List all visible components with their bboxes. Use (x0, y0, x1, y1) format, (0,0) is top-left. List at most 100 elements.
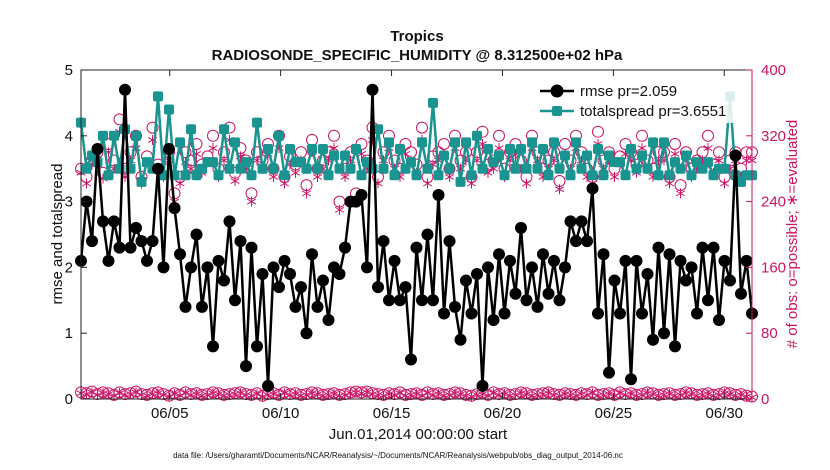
obs-evaluated-marker (147, 389, 158, 400)
totalspread-point (571, 137, 581, 148)
totalspread-point (81, 163, 92, 174)
obs-evaluated-marker (516, 388, 526, 399)
rmse-point (108, 215, 120, 228)
totalspread-point (312, 163, 323, 174)
obs-evaluated-marker (521, 389, 532, 400)
rmse-point (443, 235, 456, 248)
obs-evaluated-marker (257, 391, 268, 402)
rmse-point (559, 261, 571, 274)
totalspread-point (345, 163, 356, 174)
legend-rmse-label: rmse pr=2.059 (580, 83, 677, 100)
rmse-point (339, 241, 351, 254)
rmse-point (581, 235, 593, 248)
totalspread-point (389, 170, 400, 181)
rmse-point (399, 281, 412, 294)
obs-evaluated-marker (648, 389, 658, 400)
totalspread-point (257, 163, 268, 174)
rmse-point (685, 261, 698, 274)
totalspread-point (180, 170, 191, 181)
rmse-point (119, 83, 131, 96)
obs-evaluated-marker (191, 389, 202, 400)
obs-evaluated-marker (472, 389, 482, 400)
obs-evaluated-marker (395, 388, 405, 399)
rmse-point (410, 241, 423, 254)
rmse-point (317, 274, 329, 287)
totalspread-point (246, 170, 257, 181)
obs-evaluated-marker (659, 389, 669, 400)
rmse-point (366, 83, 379, 96)
totalspread-point (323, 170, 334, 181)
rmse-point (174, 248, 186, 261)
totalspread-point (598, 170, 609, 181)
obs-evaluated-marker (428, 389, 438, 400)
totalspread-point (373, 124, 383, 135)
rmse-point (465, 307, 478, 320)
obs-evaluated-marker (664, 389, 675, 400)
rmse-point (207, 340, 219, 353)
obs-evaluated-marker (268, 389, 279, 400)
totalspread-point (505, 143, 515, 154)
rmse-point (427, 294, 439, 307)
obs-evaluated-marker (230, 389, 240, 400)
rmse-point (416, 294, 428, 307)
totalspread-point (136, 176, 147, 187)
rmse-point (531, 300, 544, 313)
rmse-point (729, 149, 742, 162)
rmse-point (229, 294, 241, 307)
obs-evaluated-marker (285, 389, 295, 400)
rmse-point (284, 267, 296, 280)
totalspread-point (334, 163, 345, 174)
totalspread-point (252, 117, 262, 128)
rmse-point (680, 274, 692, 287)
obs-evaluated-marker (741, 391, 752, 402)
rmse-point (713, 314, 725, 327)
obs-evaluated-marker (406, 389, 416, 400)
obs-evaluated-marker (169, 389, 180, 400)
obs-evaluated-marker (609, 171, 620, 182)
obs-evaluated-marker (367, 389, 378, 400)
totalspread-point (549, 137, 559, 148)
totalspread-point (263, 143, 273, 154)
obs-evaluated-marker (642, 388, 653, 399)
totalspread-point (268, 163, 279, 174)
totalspread-point (472, 130, 482, 141)
obs-evaluated-marker (224, 389, 235, 400)
rmse-point (630, 254, 643, 267)
y2-tick-label: 80 (761, 325, 778, 342)
obs-evaluated-marker (411, 389, 422, 400)
rmse-point (504, 254, 516, 267)
obs-evaluated-marker (560, 389, 570, 400)
obs-evaluated-marker (103, 389, 114, 400)
totalspread-point (428, 97, 438, 108)
obs-evaluated-marker (158, 389, 169, 400)
obs-evaluated-marker (626, 389, 636, 400)
rmse-point (267, 261, 280, 274)
x-tick-label: 06/15 (373, 405, 411, 422)
totalspread-point (307, 143, 317, 154)
rmse-point (212, 254, 225, 267)
obs-evaluated-marker (719, 178, 730, 189)
rmse-point (240, 360, 252, 373)
totalspread-point (642, 163, 653, 174)
obs-possible-marker (328, 129, 340, 142)
rmse-point (691, 307, 703, 320)
totalspread-point (510, 163, 521, 174)
rmse-point (168, 202, 181, 215)
rmse-point (196, 300, 208, 313)
obs-evaluated-marker (356, 388, 367, 399)
rmse-point (592, 307, 604, 320)
obs-evaluated-marker (736, 389, 746, 400)
totalspread-point (664, 170, 675, 181)
obs-evaluated-marker (615, 388, 625, 399)
obs-evaluated-marker (307, 388, 317, 399)
chart-title: Tropics (390, 28, 443, 45)
rmse-point (641, 267, 654, 280)
rmse-point (520, 294, 533, 307)
obs-evaluated-marker (521, 178, 532, 189)
obs-evaluated-marker (235, 388, 246, 399)
rmse-point (322, 314, 335, 327)
rmse-point (179, 300, 192, 313)
rmse-point (460, 274, 472, 287)
totalspread-point (395, 143, 405, 154)
obs-evaluated-marker (334, 204, 345, 215)
